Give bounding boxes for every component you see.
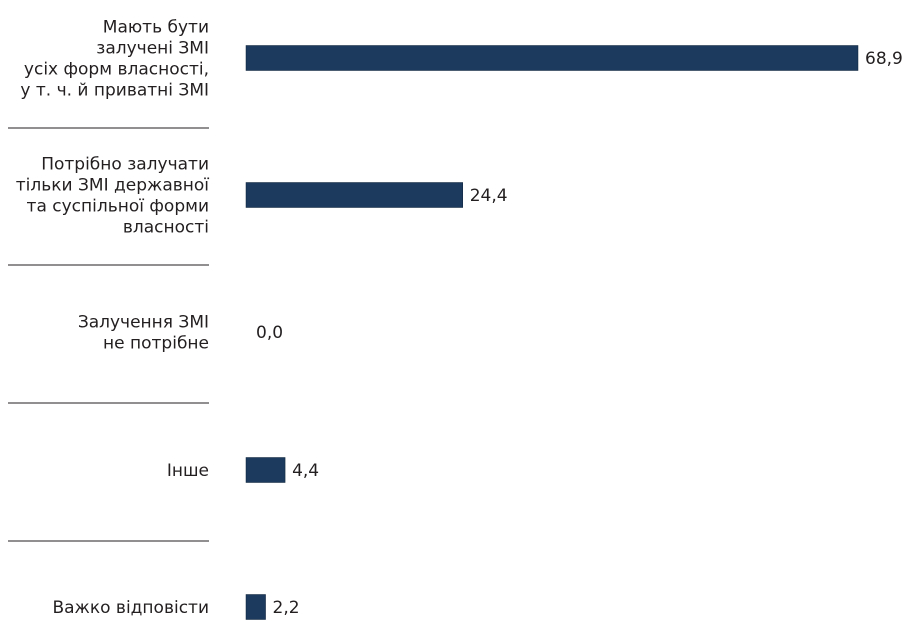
category-label-line: тільки ЗМІ державної <box>16 176 209 196</box>
bars <box>245 45 859 620</box>
category-label-line: Важко відповісти <box>52 598 209 618</box>
bar <box>245 457 286 483</box>
category-label-line: власності <box>123 218 209 238</box>
category-label-line: Мають бути <box>103 18 209 38</box>
category-label-line: не потрібне <box>103 334 209 354</box>
category-label-line: залучені ЗМІ <box>96 39 209 59</box>
row-separators <box>8 127 209 542</box>
bar <box>245 594 266 620</box>
category-label: Інше <box>167 461 209 481</box>
bar <box>245 45 859 71</box>
category-label-line: Потрібно залучати <box>41 155 209 175</box>
category-label-line: Інше <box>167 461 209 481</box>
category-label: Потрібно залучати тільки ЗМІ державної та … <box>16 155 209 238</box>
category-label: Мають бути залучені ЗМІ усіх форм власност… <box>20 18 209 101</box>
category-label: Залучення ЗМІ не потрібне <box>78 313 209 354</box>
value-label: 4,4 <box>292 461 319 481</box>
category-label-line: усіх форм власності, <box>24 60 209 80</box>
bar <box>245 182 463 208</box>
value-label: 0,0 <box>256 323 283 343</box>
value-labels: 68,9 24,4 0,0 4,4 2,2 <box>256 49 903 618</box>
category-labels: Мають бути залучені ЗМІ усіх форм власност… <box>16 18 209 619</box>
value-label: 68,9 <box>865 49 903 69</box>
value-label: 2,2 <box>273 598 300 618</box>
category-label: Важко відповісти <box>52 598 209 618</box>
value-label: 24,4 <box>470 186 508 206</box>
category-label-line: та суспільної форми <box>27 197 209 217</box>
category-label-line: у т. ч. й приватні ЗМІ <box>20 81 209 101</box>
category-label-line: Залучення ЗМІ <box>78 313 209 333</box>
